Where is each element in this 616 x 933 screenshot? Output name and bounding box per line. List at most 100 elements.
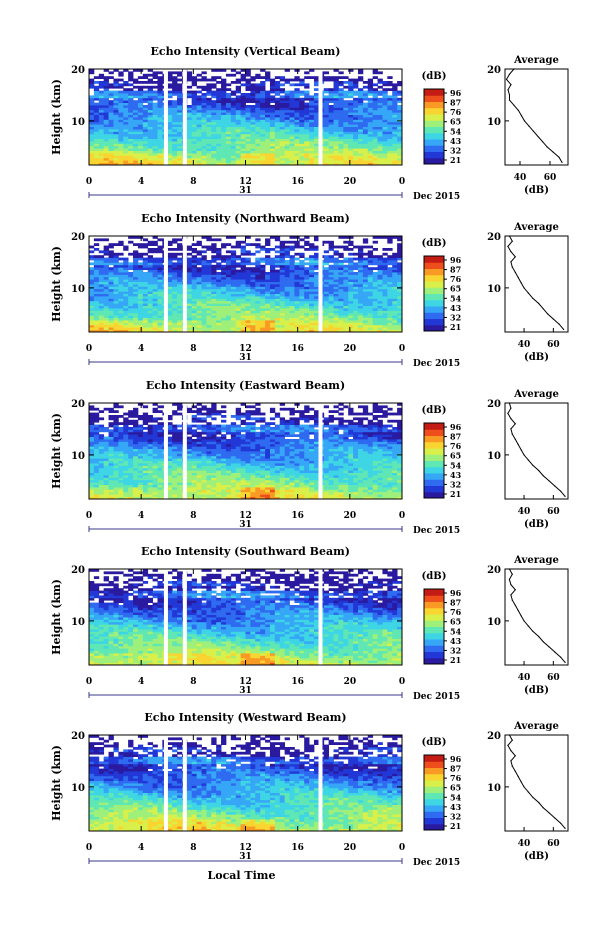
heatmap-cell: [172, 153, 177, 156]
heatmap-cell: [280, 262, 285, 265]
heatmap-cell: [285, 296, 290, 299]
heatmap-cell: [255, 270, 260, 273]
heatmap-cell: [221, 492, 226, 495]
x-tick-label: 0: [399, 177, 405, 187]
heatmap-cell: [241, 122, 246, 125]
heatmap-cell: [148, 250, 153, 253]
heatmap-cell: [368, 81, 373, 84]
heatmap-cell: [368, 124, 373, 127]
heatmap-cell: [343, 291, 348, 294]
heatmap-cell: [157, 139, 162, 142]
heatmap-cell: [206, 313, 211, 316]
heatmap-cell: [270, 298, 275, 301]
heatmap-cell: [226, 296, 231, 299]
heatmap-cell: [353, 322, 358, 325]
heatmap-cell: [109, 131, 114, 134]
heatmap-cell: [270, 489, 275, 492]
heatmap-cell: [265, 301, 270, 304]
heatmap-cell: [236, 243, 241, 246]
heatmap-cell: [270, 86, 275, 89]
heatmap-cell: [280, 158, 285, 161]
heatmap-cell: [148, 143, 153, 146]
heatmap-cell: [246, 158, 251, 161]
heatmap-cell: [329, 270, 334, 273]
heatmap-cell: [294, 489, 299, 492]
heatmap-cell: [148, 260, 153, 263]
heatmap-cell: [153, 286, 158, 289]
heatmap-cell: [358, 494, 363, 497]
heatmap-cell: [260, 279, 265, 282]
heatmap-cell: [343, 107, 348, 110]
heatmap-cell: [373, 143, 378, 146]
heatmap-cell: [236, 112, 241, 115]
heatmap-cell: [250, 105, 255, 108]
heatmap-cell: [378, 291, 383, 294]
heatmap-cell: [246, 489, 251, 492]
heatmap-cell: [109, 327, 114, 330]
average-y-tick-label: 20: [487, 65, 501, 76]
heatmap-cell: [314, 265, 319, 268]
heatmap-cell: [382, 306, 387, 309]
heatmap-cell: [324, 262, 329, 265]
heatmap-cell: [285, 313, 290, 316]
heatmap-cell: [353, 282, 358, 285]
heatmap-cell: [290, 260, 295, 263]
heatmap-cell: [128, 160, 133, 163]
heatmap-cell: [113, 492, 118, 495]
heatmap-cell: [118, 289, 123, 292]
heatmap-cell: [373, 76, 378, 79]
heatmap-cell: [294, 258, 299, 261]
heatmap-cell: [387, 160, 392, 163]
heatmap-cell: [201, 79, 206, 82]
heatmap-cell: [294, 160, 299, 163]
heatmap-cell: [309, 322, 314, 325]
heatmap-cell: [94, 296, 99, 299]
heatmap-cell: [275, 129, 280, 132]
heatmap-cell: [201, 306, 206, 309]
heatmap-cell: [226, 255, 231, 258]
heatmap-cell: [123, 131, 128, 134]
heatmap-cell: [309, 119, 314, 122]
heatmap-cell: [138, 117, 143, 120]
heatmap-cell: [206, 298, 211, 301]
heatmap-cell: [143, 322, 148, 325]
heatmap-cell: [334, 86, 339, 89]
heatmap-cell: [113, 308, 118, 311]
heatmap-cell: [382, 110, 387, 113]
heatmap-cell: [118, 318, 123, 321]
heatmap-cell: [123, 274, 128, 277]
heatmap-cell: [172, 301, 177, 304]
heatmap-cell: [392, 158, 397, 161]
heatmap-cell: [201, 485, 206, 488]
heatmap-cell: [348, 100, 353, 103]
heatmap-cell: [299, 282, 304, 285]
heatmap-cell: [373, 93, 378, 96]
heatmap-cell: [221, 139, 226, 142]
heatmap-cell: [231, 320, 236, 323]
heatmap-cell: [206, 279, 211, 282]
heatmap-cell: [392, 95, 397, 98]
heatmap-cell: [290, 315, 295, 318]
heatmap-cell: [109, 95, 114, 98]
heatmap-cell: [89, 289, 94, 292]
heatmap-cell: [246, 487, 251, 490]
heatmap-cell: [338, 294, 343, 297]
heatmap-cell: [270, 129, 275, 132]
heatmap-cell: [255, 289, 260, 292]
heatmap-cell: [148, 81, 153, 84]
heatmap-cell: [265, 241, 270, 244]
heatmap-cell: [309, 308, 314, 311]
heatmap-cell: [128, 139, 133, 142]
heatmap-cell: [387, 148, 392, 151]
heatmap-cell: [338, 262, 343, 265]
heatmap-cell: [309, 146, 314, 149]
heatmap-cell: [113, 272, 118, 275]
heatmap-cell: [216, 492, 221, 495]
heatmap-cell: [299, 158, 304, 161]
heatmap-cell: [143, 74, 148, 77]
heatmap-cell: [143, 148, 148, 151]
heatmap-cell: [89, 100, 94, 103]
heatmap-cell: [382, 279, 387, 282]
heatmap-cell: [260, 301, 265, 304]
heatmap-cell: [104, 117, 109, 120]
